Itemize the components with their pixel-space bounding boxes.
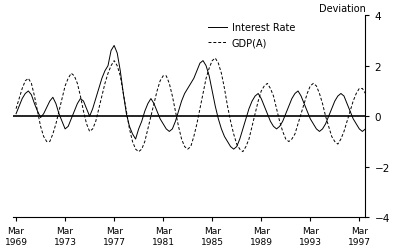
Line: GDP(A): GDP(A) <box>16 59 394 152</box>
GDP(A) <box>72 75 77 78</box>
GDP(A) <box>207 68 212 70</box>
GDP(A) <box>14 108 19 111</box>
Interest Rate <box>14 113 19 116</box>
Interest Rate <box>207 75 212 78</box>
GDP(A) <box>17 98 22 101</box>
Text: Deviation: Deviation <box>319 4 365 14</box>
Interest Rate <box>112 45 117 48</box>
GDP(A) <box>213 57 217 60</box>
GDP(A) <box>191 136 196 138</box>
Interest Rate <box>17 105 22 108</box>
Interest Rate <box>72 110 77 113</box>
GDP(A) <box>228 120 233 123</box>
Legend: Interest Rate, GDP(A): Interest Rate, GDP(A) <box>206 21 297 50</box>
Line: Interest Rate: Interest Rate <box>16 46 394 180</box>
Interest Rate <box>225 140 230 143</box>
Interest Rate <box>191 78 196 80</box>
GDP(A) <box>136 150 141 154</box>
